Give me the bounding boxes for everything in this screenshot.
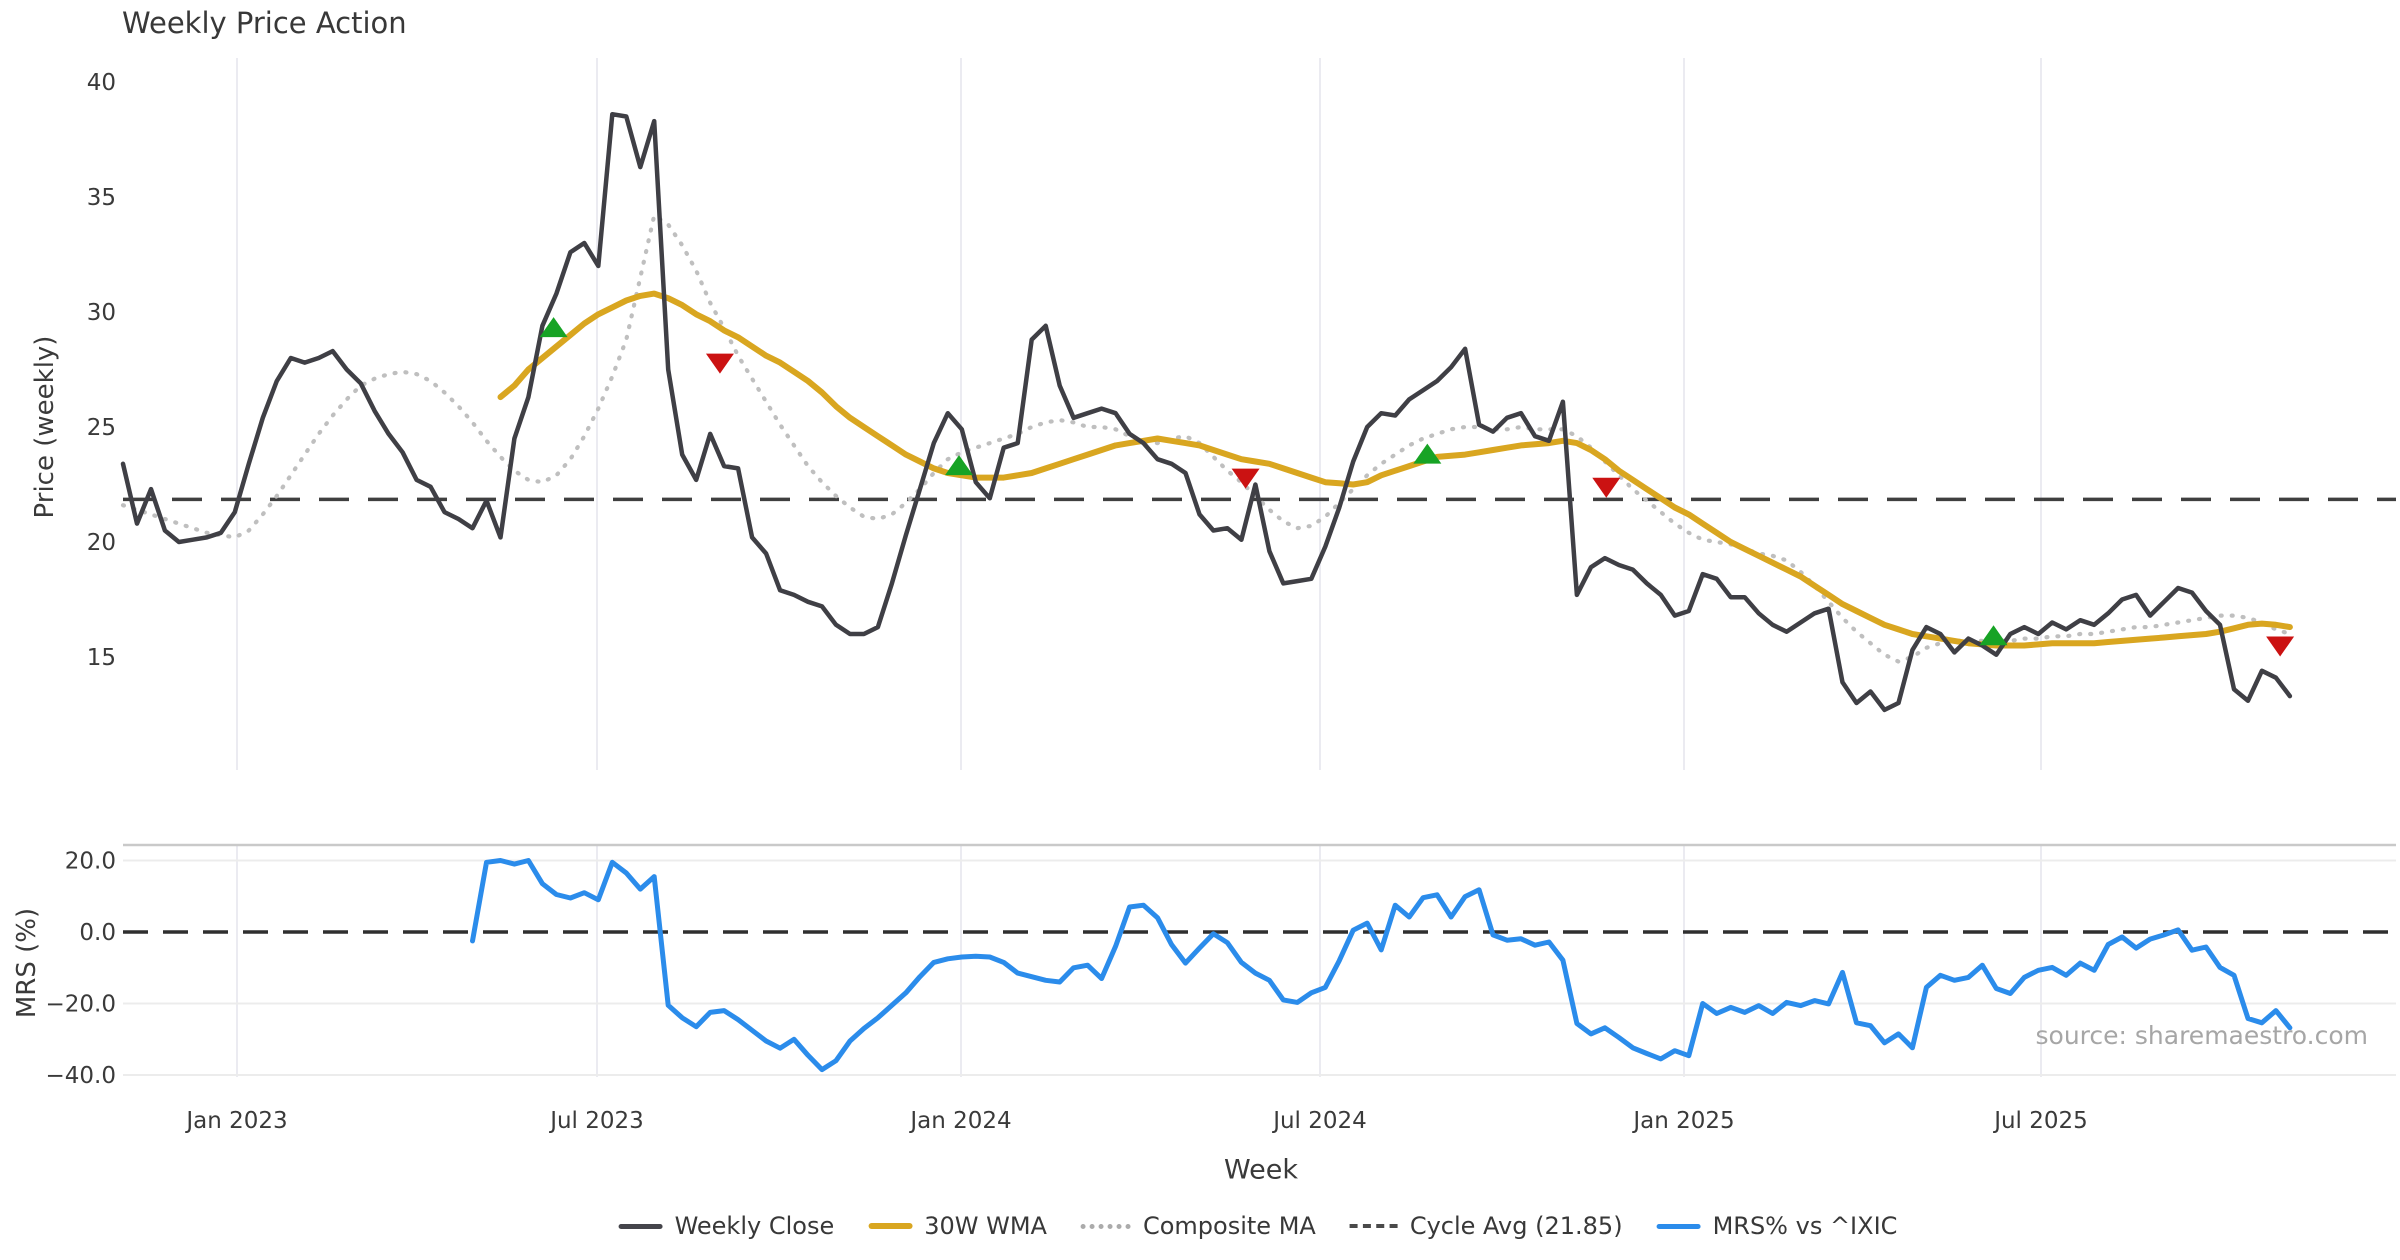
price-ytick-label: 25 [87, 415, 116, 441]
legend: Weekly Close 30W WMA Composite MA Cycle Avg… [618, 1212, 1898, 1240]
legend-swatch-dotted-icon [1080, 1223, 1131, 1229]
month-tick-label: Jan 2023 [184, 1108, 287, 1134]
month-tick-label: Jul 2023 [548, 1108, 644, 1134]
legend-item-30w-wma: 30W WMA [868, 1212, 1047, 1240]
legend-item-cycle-avg-21-85-: Cycle Avg (21.85) [1349, 1212, 1623, 1240]
buy-signal-triangle-icon [1979, 625, 2008, 646]
legend-item-weekly-close: Weekly Close [618, 1212, 835, 1240]
legend-label: Composite MA [1142, 1212, 1316, 1240]
sell-signal-triangle-icon [705, 353, 734, 374]
legend-label: 30W WMA [924, 1212, 1047, 1240]
price-ytick-label: 35 [87, 185, 116, 211]
price-ytick-label: 40 [87, 70, 116, 96]
mrs-axis-label: MRS (%) [12, 907, 42, 1019]
legend-label: MRS% vs ^IXIC [1712, 1212, 1898, 1240]
legend-swatch-solid-icon [1656, 1223, 1701, 1229]
buy-signal-triangle-icon [1413, 443, 1442, 464]
sell-signal-triangle-icon [2266, 636, 2295, 657]
price-ytick-label: 15 [87, 645, 116, 671]
price-ytick-label: 20 [87, 530, 116, 556]
source-watermark: source: sharemaestro.com [2035, 1021, 2369, 1050]
weekly-close-line [120, 111, 2293, 713]
legend-item-mrs-vs-ixic: MRS% vs ^IXIC [1656, 1212, 1898, 1240]
mrs-ytick-label: −40.0 [46, 1063, 116, 1089]
price-axis-label: Price (weekly) [30, 335, 60, 519]
composite-ma-line [120, 213, 2292, 664]
mrs-ytick-label: 0.0 [79, 920, 116, 946]
week-axis-label: Week [1224, 1154, 1298, 1186]
mrs-line [470, 858, 2293, 1073]
mrs-ytick-label: 20.0 [65, 849, 116, 875]
price-ytick-label: 30 [87, 300, 116, 326]
legend-swatch-thick-icon [868, 1223, 913, 1229]
legend-swatch-solid-icon [618, 1223, 663, 1229]
month-tick-label: Jan 2024 [908, 1108, 1011, 1134]
page-title: Weekly Price Action [122, 6, 407, 40]
mrs-ytick-label: −20.0 [46, 992, 116, 1018]
legend-label: Cycle Avg (21.85) [1409, 1212, 1623, 1240]
sell-signal-triangle-icon [1592, 477, 1621, 498]
month-tick-label: Jan 2025 [1631, 1108, 1734, 1134]
buy-signal-triangle-icon [539, 317, 568, 338]
month-tick-label: Jul 2024 [1271, 1108, 1367, 1134]
month-tick-label: Jul 2025 [1992, 1108, 2088, 1134]
wma-30w-line [497, 290, 2293, 649]
buy-signal-triangle-icon [945, 455, 974, 476]
legend-swatch-dashed-icon [1349, 1224, 1398, 1228]
legend-item-composite-ma: Composite MA [1080, 1212, 1316, 1240]
sell-signal-triangle-icon [1231, 468, 1260, 489]
legend-label: Weekly Close [674, 1212, 835, 1240]
